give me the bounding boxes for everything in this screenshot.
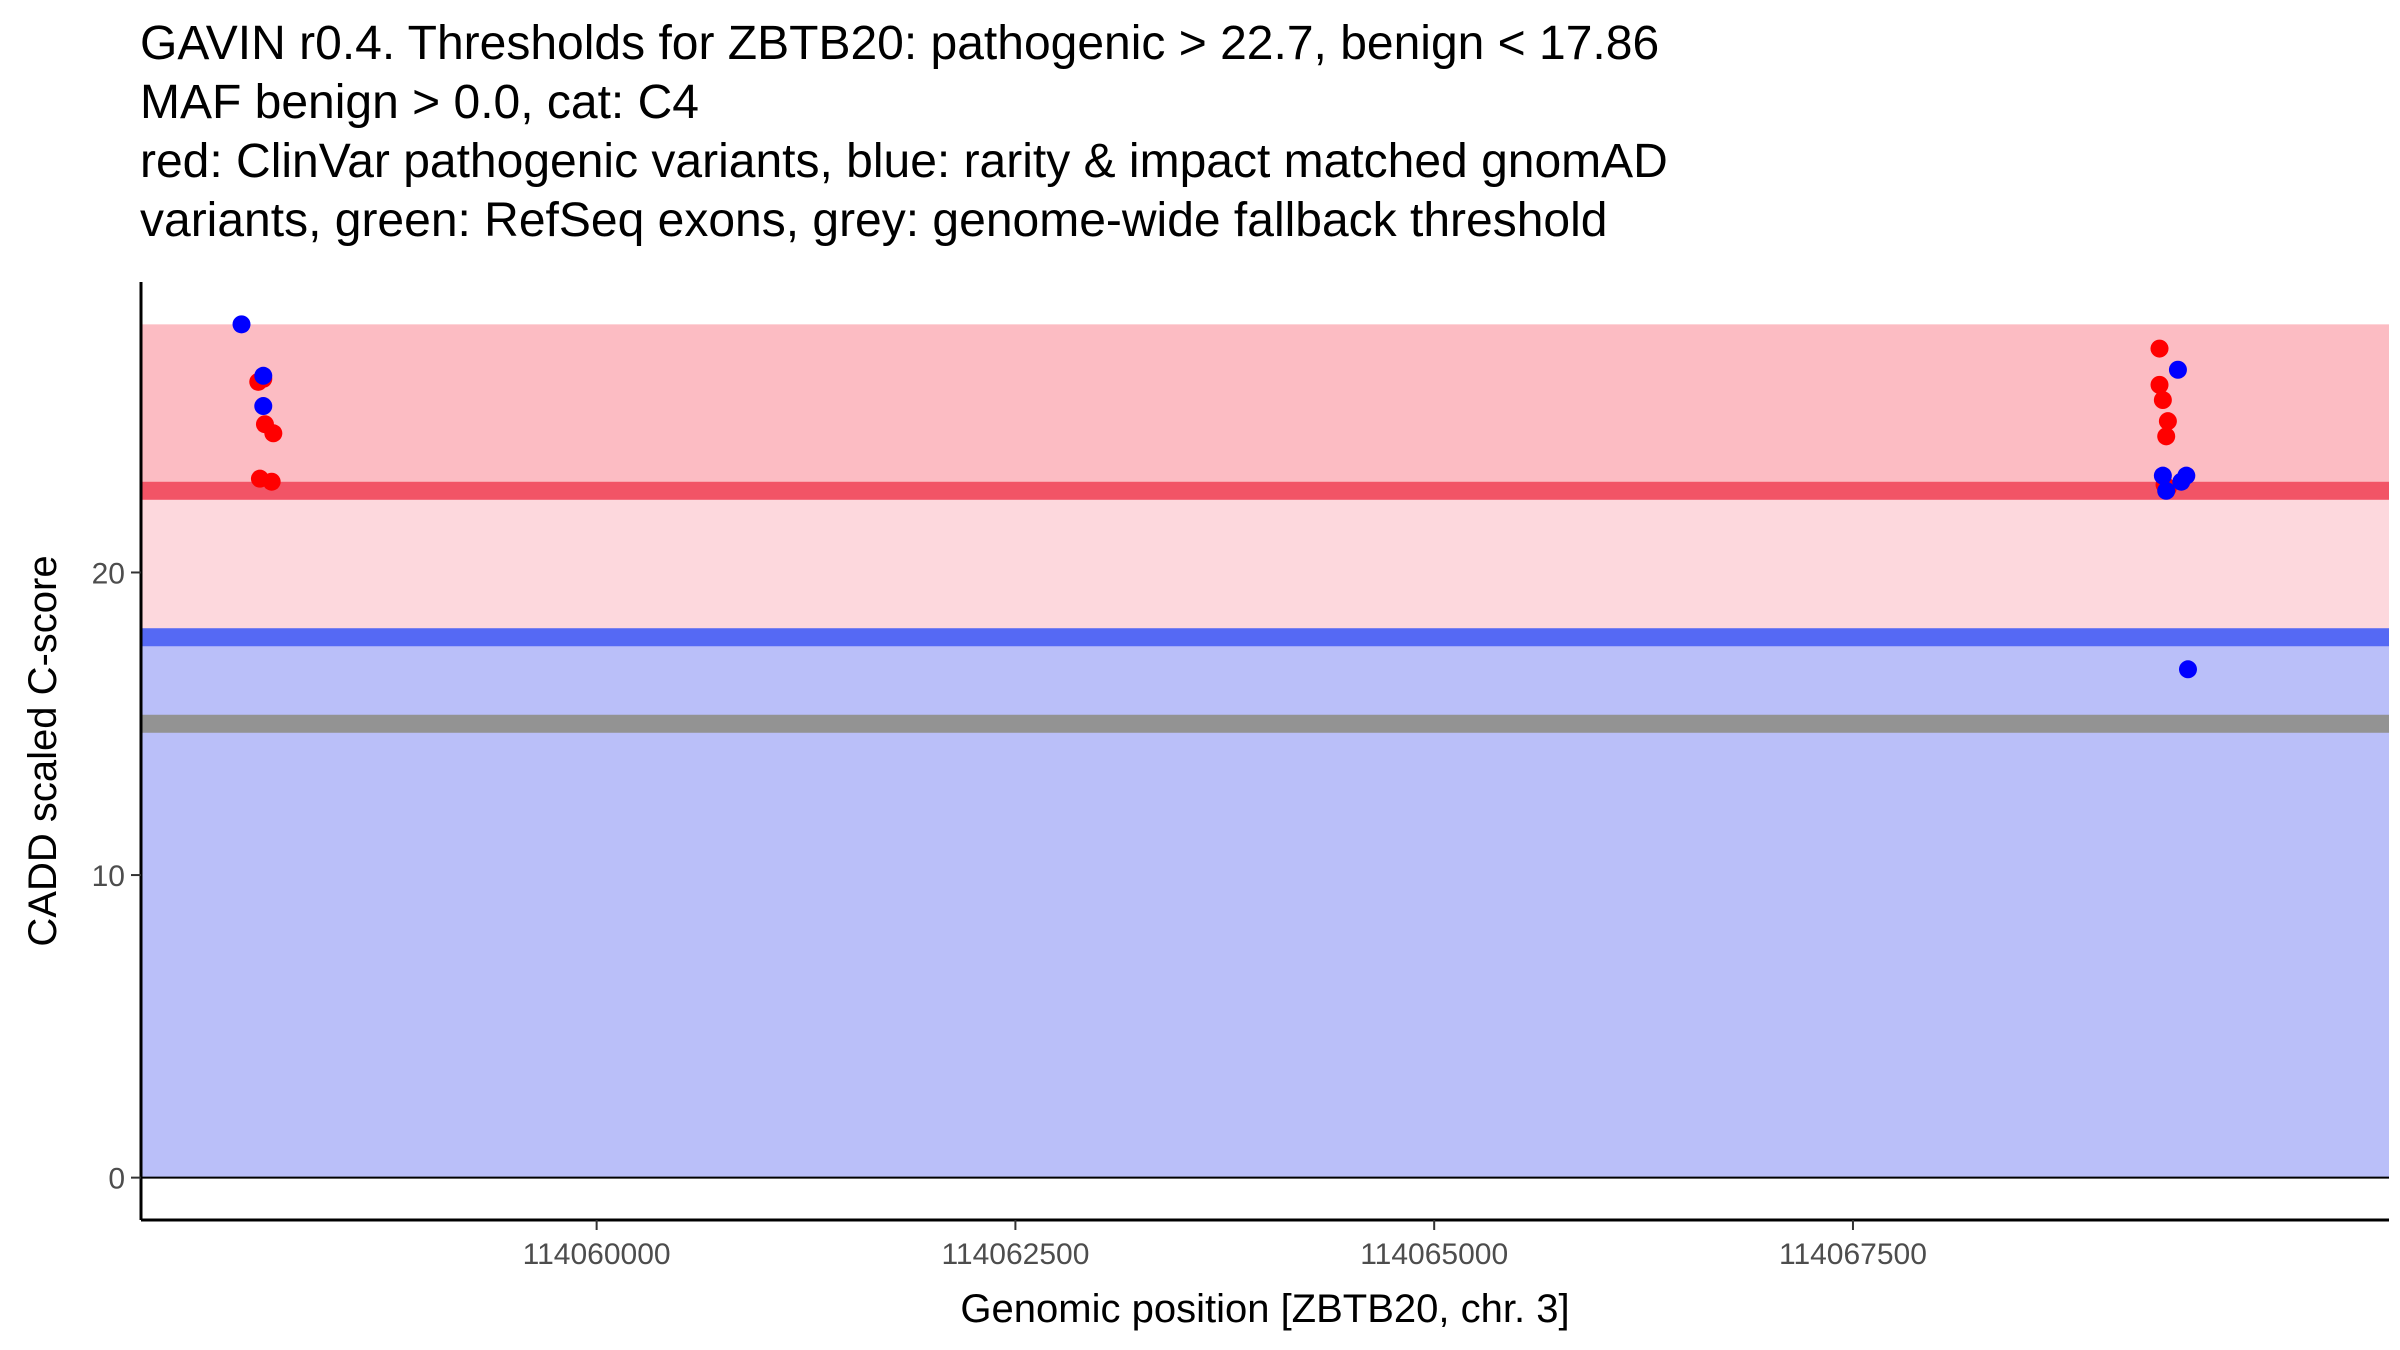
- clinvar-point: [2158, 412, 2177, 431]
- axis-ticks: 0 10 20 114060000 114062500 114065000 11406750…: [92, 557, 1927, 1271]
- chart-title: GAVIN r0.4. Thresholds for ZBTB20: patho…: [140, 14, 1668, 250]
- x-tick-label: 114067500: [1779, 1238, 1927, 1271]
- pathogenic-region-band: [142, 324, 2389, 491]
- clinvar-point: [264, 424, 283, 443]
- y-axis-title: CADD scaled C-score: [21, 555, 65, 946]
- pathogenic-threshold-line: [142, 481, 2389, 500]
- title-line-3: red: ClinVar pathogenic variants, blue: …: [140, 135, 1668, 188]
- gnomad-point: [2168, 360, 2187, 379]
- axes: [139, 282, 2389, 1222]
- gnomad-point: [232, 315, 251, 334]
- threshold-bands: [142, 324, 2389, 1178]
- threshold-lines: [141, 481, 2389, 1179]
- y-tick-label: 0: [108, 1163, 125, 1196]
- gnomad-point: [254, 397, 273, 416]
- clinvar-point: [2150, 339, 2169, 358]
- gnomad-point: [2153, 466, 2172, 485]
- gnomad-point: [254, 366, 273, 385]
- fallback-threshold-line: [142, 714, 2389, 733]
- title-line-2: MAF benign > 0.0, cat: C4: [140, 76, 699, 129]
- uncertain-region-band: [142, 490, 2389, 638]
- x-axis-title: Genomic position [ZBTB20, chr. 3]: [960, 1287, 1569, 1331]
- x-tick-label: 114060000: [523, 1238, 671, 1271]
- x-tick-label: 114065000: [1360, 1238, 1508, 1271]
- title-line-4: variants, green: RefSeq exons, grey: gen…: [140, 194, 1608, 247]
- data-points: [232, 315, 2197, 679]
- y-tick-label: 20: [92, 557, 125, 590]
- clinvar-point: [2157, 427, 2176, 446]
- clinvar-point: [262, 472, 281, 491]
- clinvar-point: [2150, 375, 2169, 394]
- benign-threshold-line: [142, 628, 2389, 647]
- x-tick-label: 114062500: [941, 1238, 1089, 1271]
- y-tick-label: 10: [92, 860, 125, 893]
- gnomad-point: [2157, 481, 2176, 500]
- clinvar-point: [2153, 391, 2172, 410]
- gnomad-point: [2172, 472, 2191, 491]
- gnomad-point: [2178, 660, 2197, 679]
- title-line-1: GAVIN r0.4. Thresholds for ZBTB20: patho…: [140, 17, 1660, 70]
